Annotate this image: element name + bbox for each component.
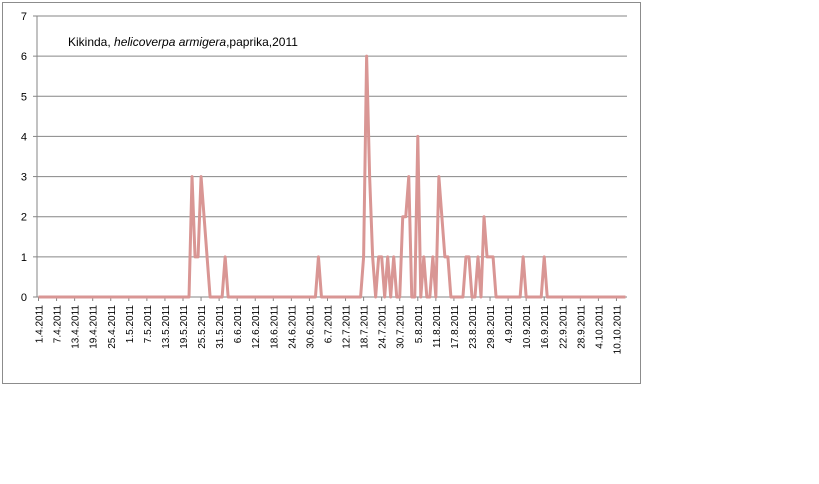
data-point [476, 255, 480, 259]
data-point [380, 255, 383, 259]
x-tick-label: 29.8.2011 [486, 305, 497, 349]
data-point [377, 255, 380, 259]
data-point [485, 255, 489, 259]
data-point [543, 255, 546, 259]
x-tick-label: 4.9.2011 [504, 305, 515, 344]
y-tick-label: 7 [21, 11, 27, 23]
data-point [446, 255, 450, 259]
chart-frame [2, 2, 641, 384]
data-point [431, 255, 435, 259]
x-tick-label: 6.7.2011 [324, 305, 335, 344]
data-point [392, 255, 395, 259]
data-point [407, 175, 410, 178]
data-point [205, 255, 209, 259]
data-point [401, 215, 404, 218]
x-tick-labels: 1.4.2011 7.4.2011 13.4.2011 19.4.2011 25.4.2… [35, 305, 624, 355]
title-species: helicoverpa armigera [114, 35, 226, 49]
x-tick-label: 1.4.2011 [35, 305, 46, 344]
data-point [190, 175, 194, 178]
data-point [491, 255, 495, 259]
data-point [422, 255, 426, 259]
x-tick-label: 13.4.2011 [71, 305, 82, 349]
data-point [196, 255, 200, 259]
x-tick-label: 11.8.2011 [432, 305, 443, 348]
x-tick-label: 25.5.2011 [197, 305, 208, 349]
data-point [443, 255, 447, 259]
data-point [404, 215, 407, 218]
data-point [464, 255, 468, 259]
x-tick-label: 7.5.2011 [143, 305, 154, 344]
x-tick-label: 25.4.2011 [107, 305, 118, 349]
chart-title: Kikinda, helicoverpa armigera,paprika,20… [68, 35, 298, 49]
x-tick-label: 31.5.2011 [215, 305, 226, 349]
data-point [437, 175, 441, 178]
data-point [193, 255, 197, 259]
x-tick-label: 10.9.2011 [522, 305, 533, 349]
y-tick-label: 3 [21, 172, 27, 184]
data-point [365, 54, 368, 58]
y-tick-label: 0 [21, 292, 27, 304]
title-rest: ,paprika,2011 [226, 35, 298, 49]
x-tick-label: 30.6.2011 [305, 305, 316, 349]
data-point [386, 255, 389, 259]
data-point [416, 135, 419, 138]
data-point [440, 215, 444, 218]
y-tick-label: 6 [21, 51, 27, 63]
data-point [202, 215, 206, 218]
x-tick-label: 6.6.2011 [233, 305, 244, 344]
x-tick-label: 5.8.2011 [414, 305, 425, 344]
data-point [467, 255, 471, 259]
data-point [223, 255, 227, 259]
x-tick-label: 16.9.2011 [540, 305, 551, 349]
y-tick-label: 5 [21, 91, 27, 103]
x-tick-label: 13.5.2011 [161, 305, 172, 349]
x-tick-label: 28.9.2011 [576, 305, 587, 349]
x-tick-label: 12.7.2011 [342, 305, 353, 349]
y-tick-label: 4 [21, 131, 27, 143]
x-tick-label: 30.7.2011 [396, 305, 407, 349]
data-point [521, 255, 525, 259]
x-tick-label: 18.7.2011 [360, 305, 371, 349]
data-point [368, 175, 371, 178]
x-tick-label: 19.5.2011 [179, 305, 190, 349]
data-point [362, 255, 365, 259]
x-tick-label: 7.4.2011 [53, 305, 64, 344]
y-tick-label: 1 [21, 252, 27, 264]
title-place: Kikinda, [68, 35, 114, 49]
x-tick-label: 1.5.2011 [125, 305, 136, 344]
data-point [488, 255, 492, 259]
x-tick-label: 22.9.2011 [558, 305, 569, 349]
x-tick-label: 12.6.2011 [251, 305, 262, 349]
x-tick-label: 17.8.2011 [450, 305, 461, 349]
gridlines [37, 15, 627, 258]
series [38, 54, 626, 299]
data-point [371, 255, 374, 259]
x-tick-label: 19.4.2011 [89, 305, 100, 349]
y-tick-labels: 0 1 2 3 4 5 6 7 [21, 11, 27, 304]
x-tick-label: 10.10.2011 [613, 305, 624, 355]
x-tick-label: 24.7.2011 [378, 305, 389, 349]
x-tick-label: 23.8.2011 [468, 305, 479, 349]
data-point [482, 215, 486, 218]
x-tick-label: 18.6.2011 [269, 305, 280, 349]
series-line [38, 54, 626, 299]
x-tick-label: 24.6.2011 [287, 305, 298, 349]
x-tick-label: 4.10.2011 [594, 305, 605, 349]
data-point [317, 255, 320, 259]
axes [33, 15, 627, 301]
data-point [199, 175, 203, 178]
y-tick-label: 2 [21, 212, 27, 224]
